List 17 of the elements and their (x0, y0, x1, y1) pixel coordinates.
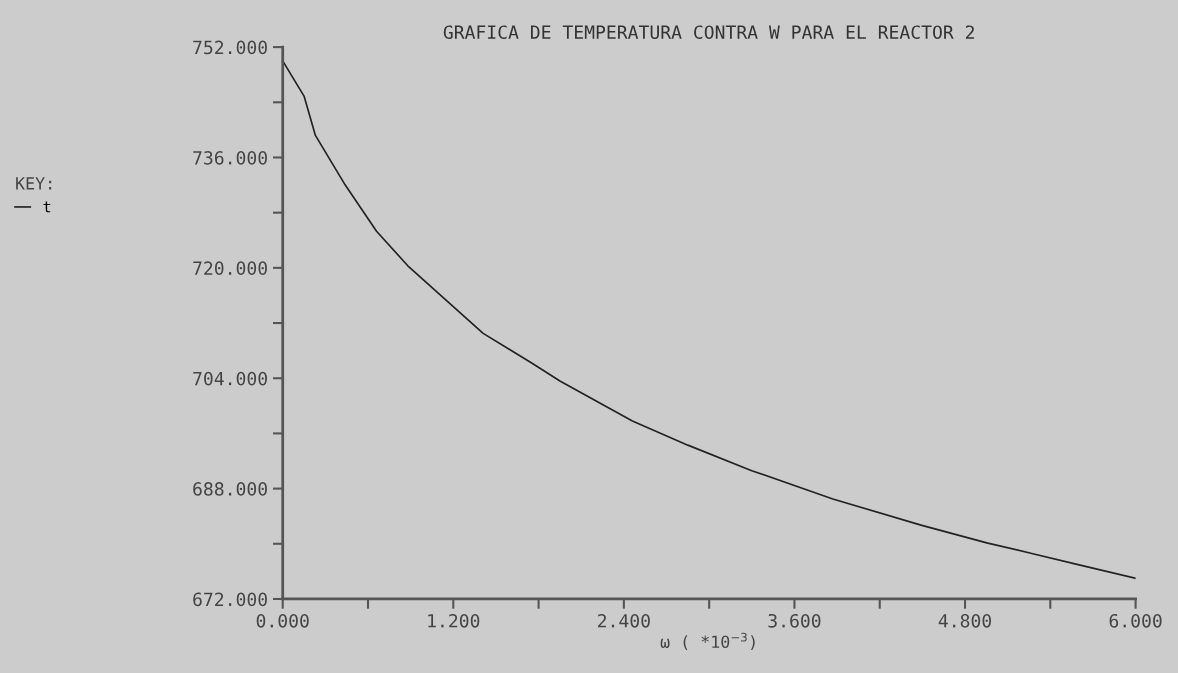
chart-title: GRAFICA DE TEMPERATURA CONTRA W PARA EL REACTOR 2 (443, 25, 974, 40)
y-tick-label: 688.000 (193, 482, 267, 496)
y-tick-label: 752.000 (193, 40, 267, 55)
x-tick-label: 0.000 (256, 613, 309, 628)
x-tick-label: 3.600 (768, 613, 821, 628)
line-series (282, 60, 1136, 580)
y-tick-label: 736.000 (193, 150, 267, 165)
legend-label: t (43, 201, 51, 213)
x-tick-label: 1.200 (428, 613, 480, 628)
y-tick-label: 704.000 (193, 371, 267, 386)
y-tick-label: 672.000 (193, 592, 267, 607)
x-axis-title: ω ( *10$^{−3}$) (660, 632, 755, 651)
x-tick-label: 6.000 (1109, 613, 1162, 628)
y-tick-label: 720.000 (193, 261, 267, 276)
legend-title: KEY: (16, 177, 52, 190)
x-tick-label: 4.800 (938, 613, 992, 628)
x-tick-label: 2.400 (598, 613, 650, 628)
